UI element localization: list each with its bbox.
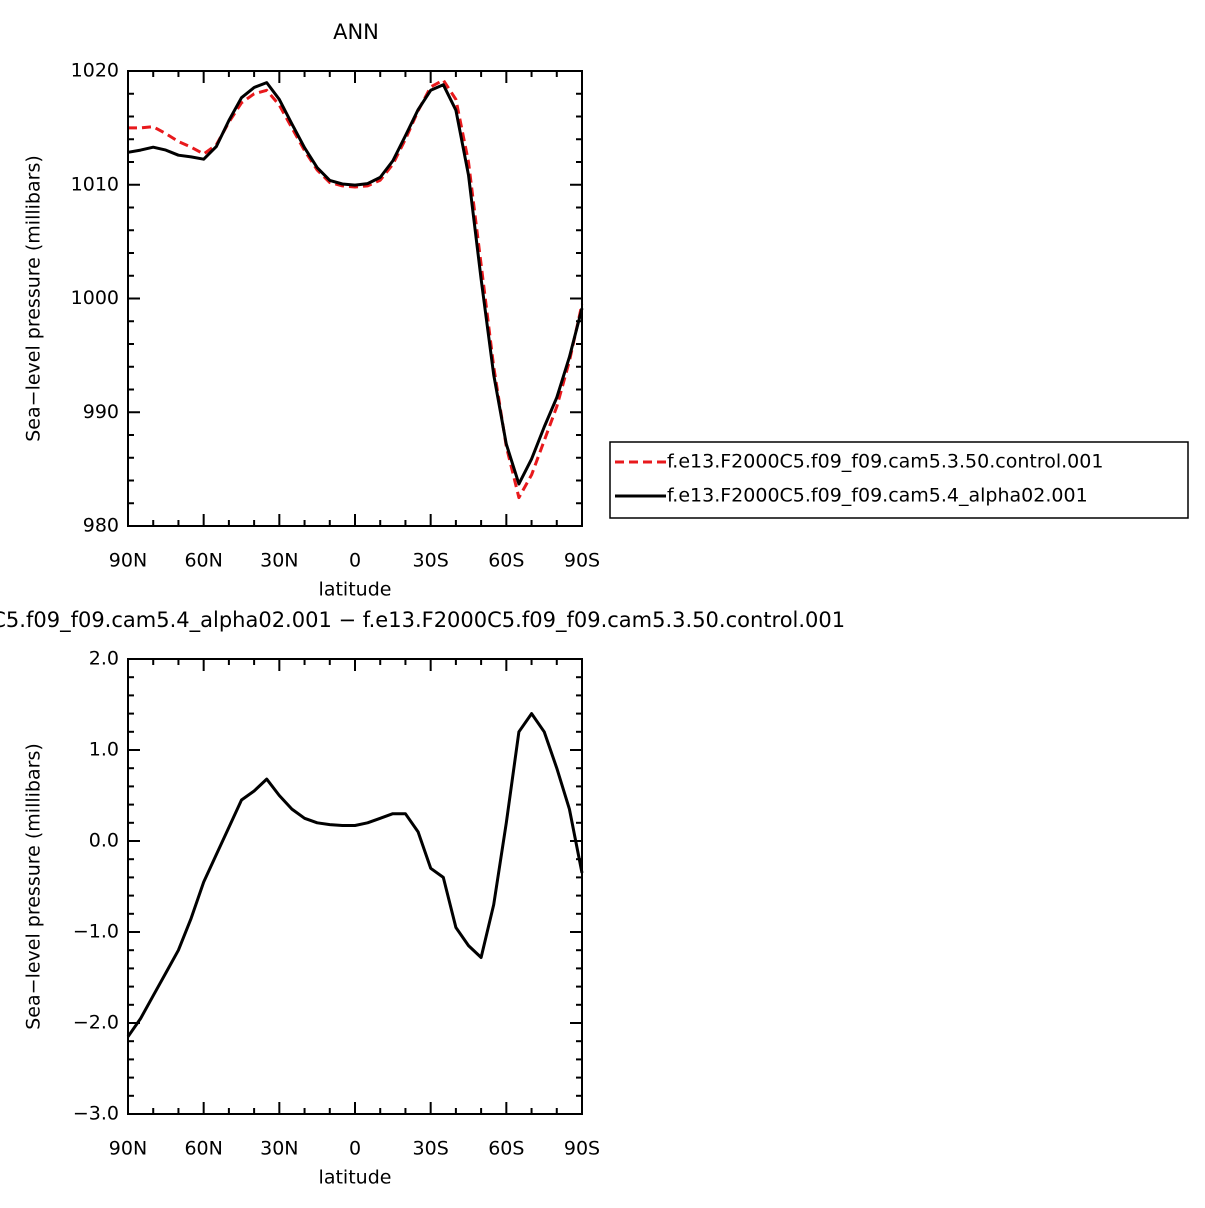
data-line: [128, 78, 584, 500]
y-tick-label: −3.0: [73, 1103, 119, 1125]
x-tick-label: 90N: [109, 1138, 147, 1160]
plot-frame: [127, 658, 583, 1115]
data-line: [126, 712, 584, 1038]
x-tick-label: 60N: [184, 550, 222, 572]
y-axis-label: Sea−level pressure (millibars): [23, 155, 45, 442]
x-tick-label: 90N: [109, 550, 147, 572]
chart-title: ANN: [333, 20, 379, 44]
x-tick-label: 30S: [413, 550, 449, 572]
x-tick-label: 90S: [564, 550, 600, 572]
legend-box: [609, 441, 1189, 519]
data-line: [127, 81, 584, 486]
plot-frame: [127, 70, 583, 527]
y-tick-label: 1.0: [89, 739, 119, 761]
x-tick-label: 60N: [184, 1138, 222, 1160]
legend-label: f.e13.F2000C5.f09_f09.cam5.3.50.control.…: [667, 451, 1103, 473]
y-tick-label: 990: [83, 401, 119, 423]
y-tick-label: −2.0: [73, 1012, 119, 1034]
x-tick-label: 30S: [413, 1138, 449, 1160]
y-tick-label: 0.0: [89, 830, 119, 852]
x-tick-label: 0: [349, 1138, 361, 1160]
y-tick-label: 1020: [71, 60, 119, 82]
y-tick-label: 980: [83, 515, 119, 537]
x-axis-label: latitude: [319, 579, 392, 601]
x-tick-label: 90S: [564, 1138, 600, 1160]
chart-title: f.e13.F2000C5.f09_f09.cam5.4_alpha02.001…: [0, 608, 845, 633]
y-tick-label: 1000: [71, 287, 119, 309]
x-axis-label: latitude: [319, 1167, 392, 1189]
x-tick-label: 30N: [260, 1138, 298, 1160]
x-tick-label: 0: [349, 550, 361, 572]
x-tick-label: 60S: [488, 550, 524, 572]
y-tick-label: 1010: [71, 173, 119, 195]
y-tick-label: 2.0: [89, 648, 119, 670]
y-tick-label: −1.0: [73, 921, 119, 943]
y-axis-label: Sea−level pressure (millibars): [23, 743, 45, 1030]
x-tick-label: 60S: [488, 1138, 524, 1160]
legend-label: f.e13.F2000C5.f09_f09.cam5.4_alpha02.001: [667, 485, 1088, 507]
x-tick-label: 30N: [260, 550, 298, 572]
